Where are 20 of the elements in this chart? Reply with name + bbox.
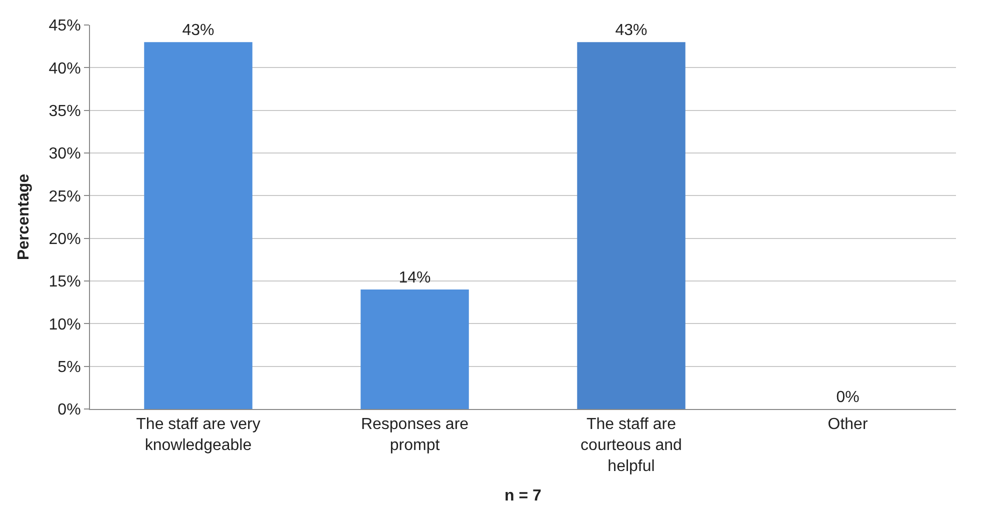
y-tick-label: 25% xyxy=(48,188,81,206)
y-axis-title: Percentage xyxy=(16,174,33,260)
y-tick-label: 0% xyxy=(58,402,81,419)
x-tick-label: The staff are courteous and helpful xyxy=(580,416,682,475)
y-tick-label: 35% xyxy=(48,102,81,120)
y-tick-label: 10% xyxy=(48,316,81,334)
y-tick-label: 5% xyxy=(58,358,81,376)
y-tick-label: 45% xyxy=(48,18,81,35)
x-tick-label: The staff are very knowledgeable xyxy=(136,416,260,454)
x-tick-label: Other xyxy=(828,416,868,434)
y-tick-label: 15% xyxy=(48,274,81,291)
y-tick-label: 20% xyxy=(48,230,81,248)
y-tick-label: 40% xyxy=(48,60,81,78)
y-tick-label: 30% xyxy=(48,146,81,163)
x-axis-title: n = 7 xyxy=(504,488,542,504)
data-label: 14% xyxy=(398,270,431,287)
data-label: 43% xyxy=(182,22,214,40)
data-label: 0% xyxy=(836,389,860,406)
data-label: 43% xyxy=(615,22,648,40)
x-tick-label: Responses are prompt xyxy=(360,416,469,454)
